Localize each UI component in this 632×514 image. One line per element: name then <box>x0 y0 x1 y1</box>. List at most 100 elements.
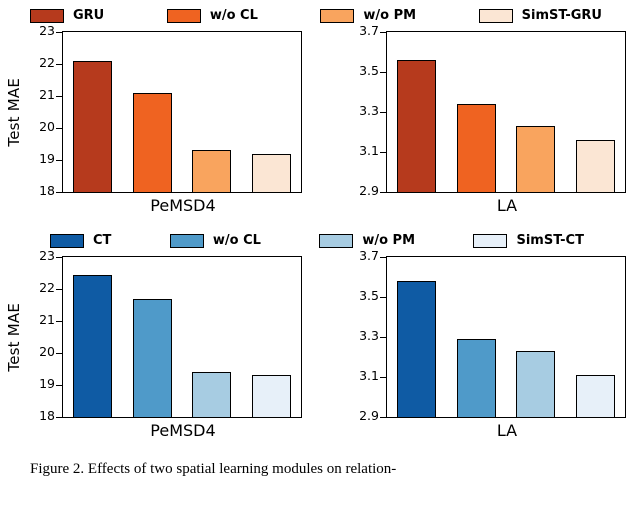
legend-entry: GRU <box>30 8 104 23</box>
y-tick-label: 21 <box>39 312 55 327</box>
y-axis-ticks: 2.9 3.1 3.3 3.5 3.7 <box>348 23 386 198</box>
y-tick-label: 18 <box>39 408 55 423</box>
bar-w-o-cl <box>132 92 172 192</box>
y-tick-label: 20 <box>39 119 55 134</box>
bar-w-o-cl <box>132 298 172 417</box>
chart-panel: Test MAE 18 19 20 21 22 23 PeMSD4 <box>4 23 304 219</box>
legend-swatch-simst-gru <box>478 8 513 23</box>
y-tick-mark <box>56 416 62 418</box>
y-tick-mark <box>380 71 386 73</box>
bar-w-o-pm <box>192 150 232 192</box>
chart-panel: 2.9 3.1 3.3 3.5 3.7 LA <box>328 248 628 444</box>
y-tick-mark <box>56 95 62 97</box>
bar-simst-ct <box>575 375 615 417</box>
y-axis-label-col: Test MAE <box>4 31 24 193</box>
chart-panel: Test MAE 18 19 20 21 22 23 PeMSD4 <box>4 248 304 444</box>
y-axis-ticks: 2.9 3.1 3.3 3.5 3.7 <box>348 248 386 423</box>
x-axis-label: LA <box>496 421 518 440</box>
legend-label: SimST-GRU <box>521 8 602 23</box>
bar-simst-ct <box>251 375 291 417</box>
y-axis-ticks: 18 19 20 21 22 23 <box>24 248 62 423</box>
legend-swatch-wo-cl <box>166 8 201 23</box>
y-tick-mark <box>56 256 62 258</box>
bar-w-o-pm <box>516 351 556 417</box>
x-axis-label: LA <box>496 196 518 215</box>
legend-entry: CT <box>50 233 111 248</box>
y-axis-label: Test MAE <box>5 302 23 372</box>
legend-swatch-wo-pm <box>320 8 355 23</box>
y-tick-label: 2.9 <box>359 408 379 423</box>
legend-label: CT <box>93 233 112 248</box>
y-axis-label-col <box>328 256 348 418</box>
y-tick-mark <box>56 384 62 386</box>
legend-entry: w/o PM <box>320 8 416 23</box>
legend-label: SimST-CT <box>516 233 584 248</box>
y-tick-label: 23 <box>39 23 55 38</box>
bar-ct <box>397 281 437 417</box>
y-tick-mark <box>56 159 62 161</box>
charts-row-ct: Test MAE 18 19 20 21 22 23 PeMSD4 2.9 3.1 3.3 3.… <box>0 248 632 444</box>
y-tick-mark <box>56 191 62 193</box>
y-tick-mark <box>380 31 386 33</box>
y-tick-label: 2.9 <box>359 183 379 198</box>
y-tick-label: 3.7 <box>359 248 379 263</box>
legend-swatch-wo-cl <box>169 233 204 248</box>
legend-swatch-gru <box>30 8 64 23</box>
y-tick-label: 23 <box>39 248 55 263</box>
y-tick-mark <box>380 111 386 113</box>
plot-area <box>380 31 626 193</box>
legend-ct-row: CT w/o CL w/o PM SimST-CT <box>0 219 632 250</box>
y-tick-mark <box>380 336 386 338</box>
y-tick-mark <box>56 127 62 129</box>
y-tick-label: 3.1 <box>359 368 379 383</box>
figure-caption: Figure 2. Effects of two spatial learnin… <box>30 461 397 477</box>
bar-gru <box>397 60 437 192</box>
bar-gru <box>73 60 113 192</box>
y-tick-label: 22 <box>39 55 55 70</box>
y-tick-mark <box>56 288 62 290</box>
legend-entry: w/o CL <box>169 233 261 248</box>
legend-swatch-wo-pm <box>319 233 354 248</box>
legend-gru-row: GRU w/o CL w/o PM SimST-GRU <box>0 0 632 25</box>
plot-area <box>380 256 626 418</box>
y-axis-label-col <box>328 31 348 193</box>
legend-entry: SimST-GRU <box>478 8 602 23</box>
y-tick-label: 3.5 <box>359 63 379 78</box>
plot-area <box>56 256 302 418</box>
bar-w-o-cl <box>456 104 496 192</box>
legend-entry: SimST-CT <box>473 233 584 248</box>
y-tick-label: 3.3 <box>359 328 379 343</box>
y-tick-label: 19 <box>39 151 55 166</box>
bar-ct <box>73 274 113 417</box>
y-tick-mark <box>56 31 62 33</box>
bar-w-o-cl <box>456 339 496 417</box>
y-tick-label: 3.1 <box>359 143 379 158</box>
y-tick-mark <box>56 352 62 354</box>
y-tick-label: 3.3 <box>359 103 379 118</box>
legend-label: GRU <box>73 8 105 23</box>
legend-label: w/o PM <box>362 233 416 248</box>
y-tick-mark <box>380 151 386 153</box>
legend-swatch-ct <box>50 233 84 248</box>
y-tick-label: 22 <box>39 280 55 295</box>
bar-simst-gru <box>251 153 291 192</box>
y-tick-mark <box>56 320 62 322</box>
legend-entry: w/o CL <box>166 8 258 23</box>
y-tick-mark <box>56 63 62 65</box>
chart-panel: 2.9 3.1 3.3 3.5 3.7 LA <box>328 23 628 219</box>
y-axis-label: Test MAE <box>5 77 23 147</box>
y-axis-ticks: 18 19 20 21 22 23 <box>24 23 62 198</box>
legend-swatch-simst-ct <box>473 233 508 248</box>
y-tick-label: 3.7 <box>359 23 379 38</box>
charts-row-gru: Test MAE 18 19 20 21 22 23 PeMSD4 2.9 3.1 3.3 3.… <box>0 23 632 219</box>
legend-label: w/o CL <box>209 8 258 23</box>
y-tick-mark <box>380 296 386 298</box>
bar-w-o-pm <box>516 126 556 192</box>
x-axis-label: PeMSD4 <box>150 196 216 215</box>
y-tick-mark <box>380 416 386 418</box>
legend-label: w/o PM <box>363 8 417 23</box>
y-tick-label: 19 <box>39 376 55 391</box>
y-axis-label-col: Test MAE <box>4 256 24 418</box>
y-tick-label: 21 <box>39 87 55 102</box>
